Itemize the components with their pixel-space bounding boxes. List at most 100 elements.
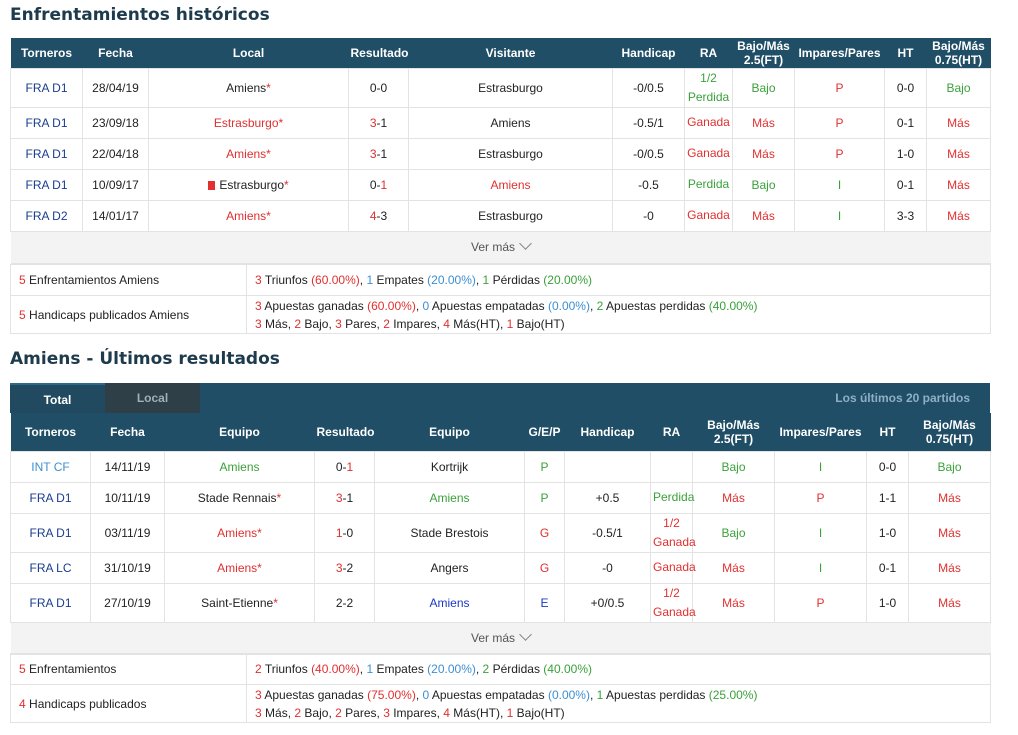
ra-cell: Ganada — [684, 106, 733, 139]
lost-pct: (25.00%) — [708, 687, 758, 702]
league-link[interactable]: FRA D1 — [25, 80, 68, 95]
away-team-link[interactable]: Amiens — [429, 595, 470, 610]
odd-even-cell: P — [794, 137, 885, 170]
away-team-link[interactable]: Angers — [430, 560, 469, 575]
summary-matches-row: 5 Enfrentamientos 2 Triunfos (40.00%), 1… — [10, 653, 991, 685]
results-tabs: Total Local Los últimos 20 partidos — [10, 383, 990, 413]
away-team-link[interactable]: Estrasburgo — [478, 146, 543, 161]
home-team-link[interactable]: Amiens — [219, 459, 260, 474]
home-team-link[interactable]: Amiens — [217, 560, 258, 575]
away-team-link[interactable]: Kortrijk — [430, 459, 469, 474]
summary-matches-row: 5 Enfrentamientos Amiens 3 Triunfos (60.… — [10, 264, 991, 296]
recent-header-row: Torneros Fecha Equipo Resultado Equipo G/E/P H… — [10, 413, 991, 451]
result-cell[interactable]: 3-1 — [348, 137, 409, 170]
summary-label: Enfrentamientos — [29, 662, 117, 676]
star-mark: * — [266, 80, 271, 95]
home-team-link[interactable]: Amiens — [226, 208, 267, 223]
tab-local[interactable]: Local — [105, 383, 200, 413]
date-cell: 28/04/19 — [82, 67, 149, 108]
result-cell[interactable]: 0-0 — [348, 67, 409, 108]
stat-label: Más, — [265, 705, 292, 720]
match-row: FRA D1 28/04/19 Amiens* 0-0 Estrasburgo -0/0.… — [10, 67, 991, 108]
odd-even-cell: P — [774, 582, 867, 623]
home-team-link[interactable]: Amiens — [226, 80, 267, 95]
star-mark: * — [273, 595, 278, 610]
won-pct: (75.00%) — [367, 687, 416, 702]
ra-cell: 1/2 Ganada — [650, 512, 696, 553]
ht-score-cell: 1-0 — [884, 137, 927, 170]
recent-summary: 5 Enfrentamientos 2 Triunfos (40.00%), 1… — [10, 653, 991, 723]
away-team-link[interactable]: Amiens — [429, 490, 470, 505]
over-under-ht-cell: Bajo — [908, 450, 991, 483]
home-team-link[interactable]: Amiens — [217, 525, 258, 540]
result-cell[interactable]: 4-3 — [348, 199, 409, 232]
chevron-down-icon — [519, 237, 532, 250]
stat-value: 3 — [383, 705, 390, 720]
home-team-link[interactable]: Estrasburgo — [219, 177, 285, 192]
league-link[interactable]: INT CF — [31, 459, 70, 474]
away-team-cell: Amiens — [408, 168, 613, 201]
stat-value: 3 — [335, 316, 342, 331]
over-under-ft-cell: Bajo — [692, 512, 775, 553]
away-team-link[interactable]: Estrasburgo — [478, 80, 543, 95]
result-cell[interactable]: 3-1 — [314, 481, 375, 514]
date-cell: 14/01/17 — [82, 199, 149, 232]
home-team-cell: Estrasburgo* — [148, 168, 349, 201]
home-team-link[interactable]: Estrasburgo — [213, 115, 279, 130]
away-team-link[interactable]: Stade Brestois — [410, 525, 489, 540]
result-cell[interactable]: 3-1 — [348, 106, 409, 139]
league-link[interactable]: FRA D1 — [29, 595, 72, 610]
home-team-link[interactable]: Saint-Etienne — [201, 595, 274, 610]
league-cell: FRA D1 — [10, 168, 83, 201]
ver-mas-button[interactable]: Ver más — [10, 230, 991, 264]
score-away: 1 — [380, 115, 388, 130]
league-link[interactable]: FRA D1 — [29, 525, 72, 540]
league-cell: FRA LC — [10, 551, 91, 584]
column-header: Fecha — [82, 38, 149, 68]
league-link[interactable]: FRA LC — [29, 560, 72, 575]
league-cell: FRA D1 — [10, 137, 83, 170]
league-cell: FRA D1 — [10, 512, 91, 553]
recent-table: Torneros Fecha Equipo Resultado Equipo G/E/P H… — [10, 413, 991, 655]
league-link[interactable]: FRA D1 — [25, 115, 68, 130]
over-under-ht-cell: Más — [926, 137, 991, 170]
score-home: 3 — [335, 560, 343, 575]
column-header: Handicap — [564, 413, 651, 451]
league-link[interactable]: FRA D1 — [25, 146, 68, 161]
league-link[interactable]: FRA D1 — [25, 177, 68, 192]
ver-mas-button[interactable]: Ver más — [10, 621, 991, 655]
away-team-link[interactable]: Estrasburgo — [478, 208, 543, 223]
result-cell[interactable]: 2-2 — [314, 582, 375, 623]
league-cell: FRA D1 — [10, 582, 91, 623]
score-separator: - — [342, 459, 347, 474]
league-link[interactable]: FRA D2 — [25, 208, 68, 223]
result-cell[interactable]: 0-1 — [314, 450, 375, 483]
score-home: 0 — [369, 177, 377, 192]
result-cell[interactable]: 3-2 — [314, 551, 375, 584]
home-team-link[interactable]: Amiens — [226, 146, 267, 161]
league-link[interactable]: FRA D1 — [29, 490, 72, 505]
match-row: FRA D1 23/09/18 Estrasburgo* 3-1 Amiens -0.5/… — [10, 106, 991, 139]
home-team-link[interactable]: Stade Rennais — [197, 490, 277, 505]
match-row: INT CF 14/11/19 Amiens 0-1 Kortrijk P Bajo I 0-0… — [10, 450, 991, 483]
score-separator: - — [376, 80, 381, 95]
stat-label: Más(HT), — [453, 705, 504, 720]
tab-total[interactable]: Total — [10, 383, 105, 413]
score-home: 3 — [369, 115, 377, 130]
losses-label: Pérdidas — [492, 662, 540, 676]
summary-count: 5 — [19, 662, 26, 676]
h2h-summary: 5 Enfrentamientos Amiens 3 Triunfos (60.… — [10, 264, 991, 334]
away-team-link[interactable]: Amiens — [490, 115, 531, 130]
losses-label: Pérdidas — [492, 273, 540, 287]
home-team-cell: Amiens* — [164, 512, 315, 553]
away-team-link[interactable]: Amiens — [490, 177, 531, 192]
column-header: G/E/P — [524, 413, 565, 451]
result-cell[interactable]: 1-0 — [314, 512, 375, 553]
column-header: Fecha — [90, 413, 165, 451]
result-cell[interactable]: 0-1 — [348, 168, 409, 201]
tie-count: 0 — [422, 298, 430, 313]
wins-label: Triunfos — [264, 662, 308, 676]
ver-mas-row: Ver más — [10, 230, 991, 264]
ht-score-cell: 0-0 — [866, 450, 909, 483]
match-row: FRA LC 31/10/19 Amiens* 3-2 Angers G -0 Ganada M… — [10, 551, 991, 584]
